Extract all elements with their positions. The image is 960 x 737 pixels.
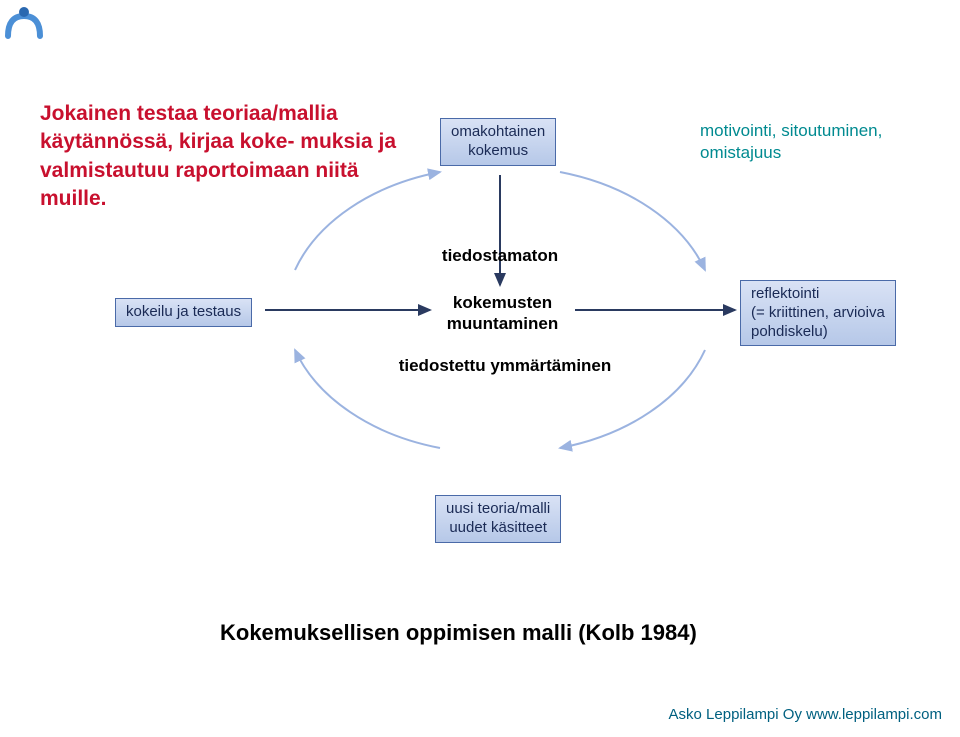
footer-credit: Asko Leppilampi Oy www.leppilampi.com xyxy=(669,706,942,723)
node-bottom-teoria: uusi teoria/malli uudet käsitteet xyxy=(435,495,561,543)
label-tiedostettu: tiedostettu ymmärtäminen xyxy=(385,355,625,376)
node-left-kokeilu: kokeilu ja testaus xyxy=(115,298,252,327)
node-top-kokemus: omakohtainen kokemus xyxy=(440,118,556,166)
label-tiedostamaton: tiedostamaton xyxy=(430,245,570,266)
label-kokemusten-muuntaminen: kokemusten muuntaminen xyxy=(435,292,570,335)
annotation-motivation: motivointi, sitoutuminen, omistajuus xyxy=(700,120,930,164)
footer-title: Kokemuksellisen oppimisen malli (Kolb 19… xyxy=(220,620,697,646)
intro-paragraph: Jokainen testaa teoriaa/mallia käytännös… xyxy=(40,100,400,213)
node-right-reflektointi: reflektointi (= kriittinen, arvioiva poh… xyxy=(740,280,896,346)
logo-icon xyxy=(2,2,46,46)
